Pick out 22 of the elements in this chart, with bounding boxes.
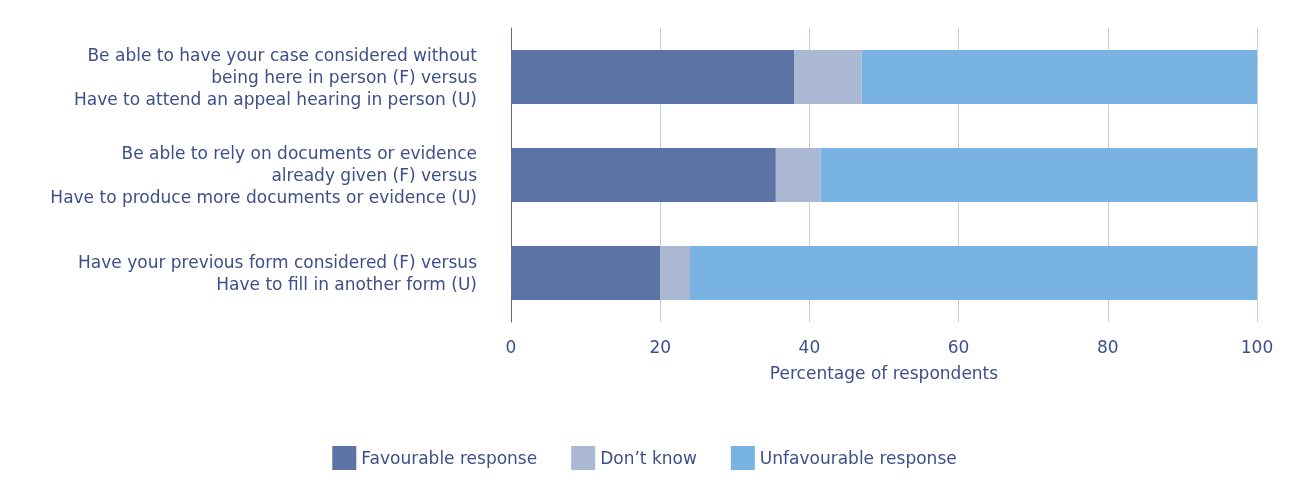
x-tick-label: 40 — [798, 336, 821, 357]
legend-label: Favourable response — [361, 448, 538, 468]
y-tick-label: Be able to rely on documents or evidence already given (F) versus Have to produce more documents or evidence (U) — [50, 143, 478, 207]
bar — [820, 148, 1257, 202]
x-tick-label: 20 — [649, 336, 672, 357]
bar — [511, 50, 795, 104]
x-axis-title: Percentage of respondents — [769, 362, 999, 383]
bar — [775, 148, 821, 202]
bar — [794, 50, 862, 104]
bar — [861, 50, 1257, 104]
bar — [511, 246, 661, 300]
y-tick-label: Have your previous form considered (F) versus Have to fill in another form (U) — [78, 252, 478, 294]
x-tick-label: 80 — [1096, 336, 1119, 357]
x-tick-label: 100 — [1240, 336, 1274, 357]
x-tick-label: 60 — [947, 336, 970, 357]
bar — [511, 148, 776, 202]
legend-label: Unfavourable response — [759, 448, 957, 468]
bar — [660, 246, 691, 300]
y-tick-label: Be able to have your case considered without being here in person (F) versus Have to attend an appeal hearing in person (U) — [74, 45, 478, 109]
bar — [690, 246, 1257, 300]
legend-label: Don’t know — [600, 448, 697, 468]
x-tick-label: 0 — [505, 336, 517, 357]
